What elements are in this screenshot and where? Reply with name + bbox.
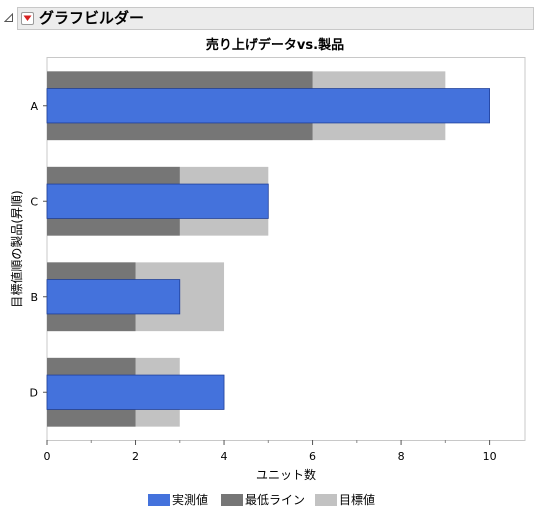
y-tick-label-B: B bbox=[30, 291, 38, 304]
bar-actual-A bbox=[46, 88, 490, 124]
legend-swatch-0 bbox=[148, 494, 170, 506]
x-tick-label-8: 8 bbox=[398, 450, 405, 463]
x-tick-label-4: 4 bbox=[221, 450, 228, 463]
bar-actual-D bbox=[46, 374, 225, 410]
y-axis-title: 目標値順の製品(昇順) bbox=[9, 190, 24, 307]
legend-label-2: 目標値 bbox=[339, 492, 375, 507]
bar-actual-C bbox=[46, 183, 269, 219]
x-axis-title: ユニット数 bbox=[256, 467, 316, 482]
disclosure-triangle-icon[interactable] bbox=[4, 13, 14, 23]
x-tick-label-10: 10 bbox=[483, 450, 497, 463]
legend-label-1: 最低ライン bbox=[245, 493, 305, 507]
y-tick-label-C: C bbox=[30, 195, 38, 208]
bars-group bbox=[46, 71, 490, 427]
x-tick-label-6: 6 bbox=[309, 450, 316, 463]
header-title: グラフビルダー bbox=[39, 9, 145, 27]
legend: 実測値 最低ライン 目標値 bbox=[148, 492, 375, 507]
red-triangle-menu-icon[interactable] bbox=[21, 12, 34, 25]
y-tick-label-D: D bbox=[30, 386, 38, 399]
legend-swatch-1 bbox=[221, 494, 243, 506]
x-tick-label-0: 0 bbox=[44, 450, 51, 463]
x-tick-label-2: 2 bbox=[132, 450, 139, 463]
legend-swatch-2 bbox=[315, 494, 337, 506]
header-bar: グラフビルダー bbox=[17, 7, 534, 30]
outline-header: グラフビルダー bbox=[0, 0, 537, 32]
chart-title: 売り上げデータvs.製品 bbox=[206, 37, 344, 53]
bar-actual-B bbox=[46, 279, 181, 315]
axes-group: A C B D 0 2 4 6 8 10 bbox=[30, 100, 497, 463]
y-tick-label-A: A bbox=[30, 100, 38, 113]
legend-label-0: 実測値 bbox=[172, 492, 208, 507]
